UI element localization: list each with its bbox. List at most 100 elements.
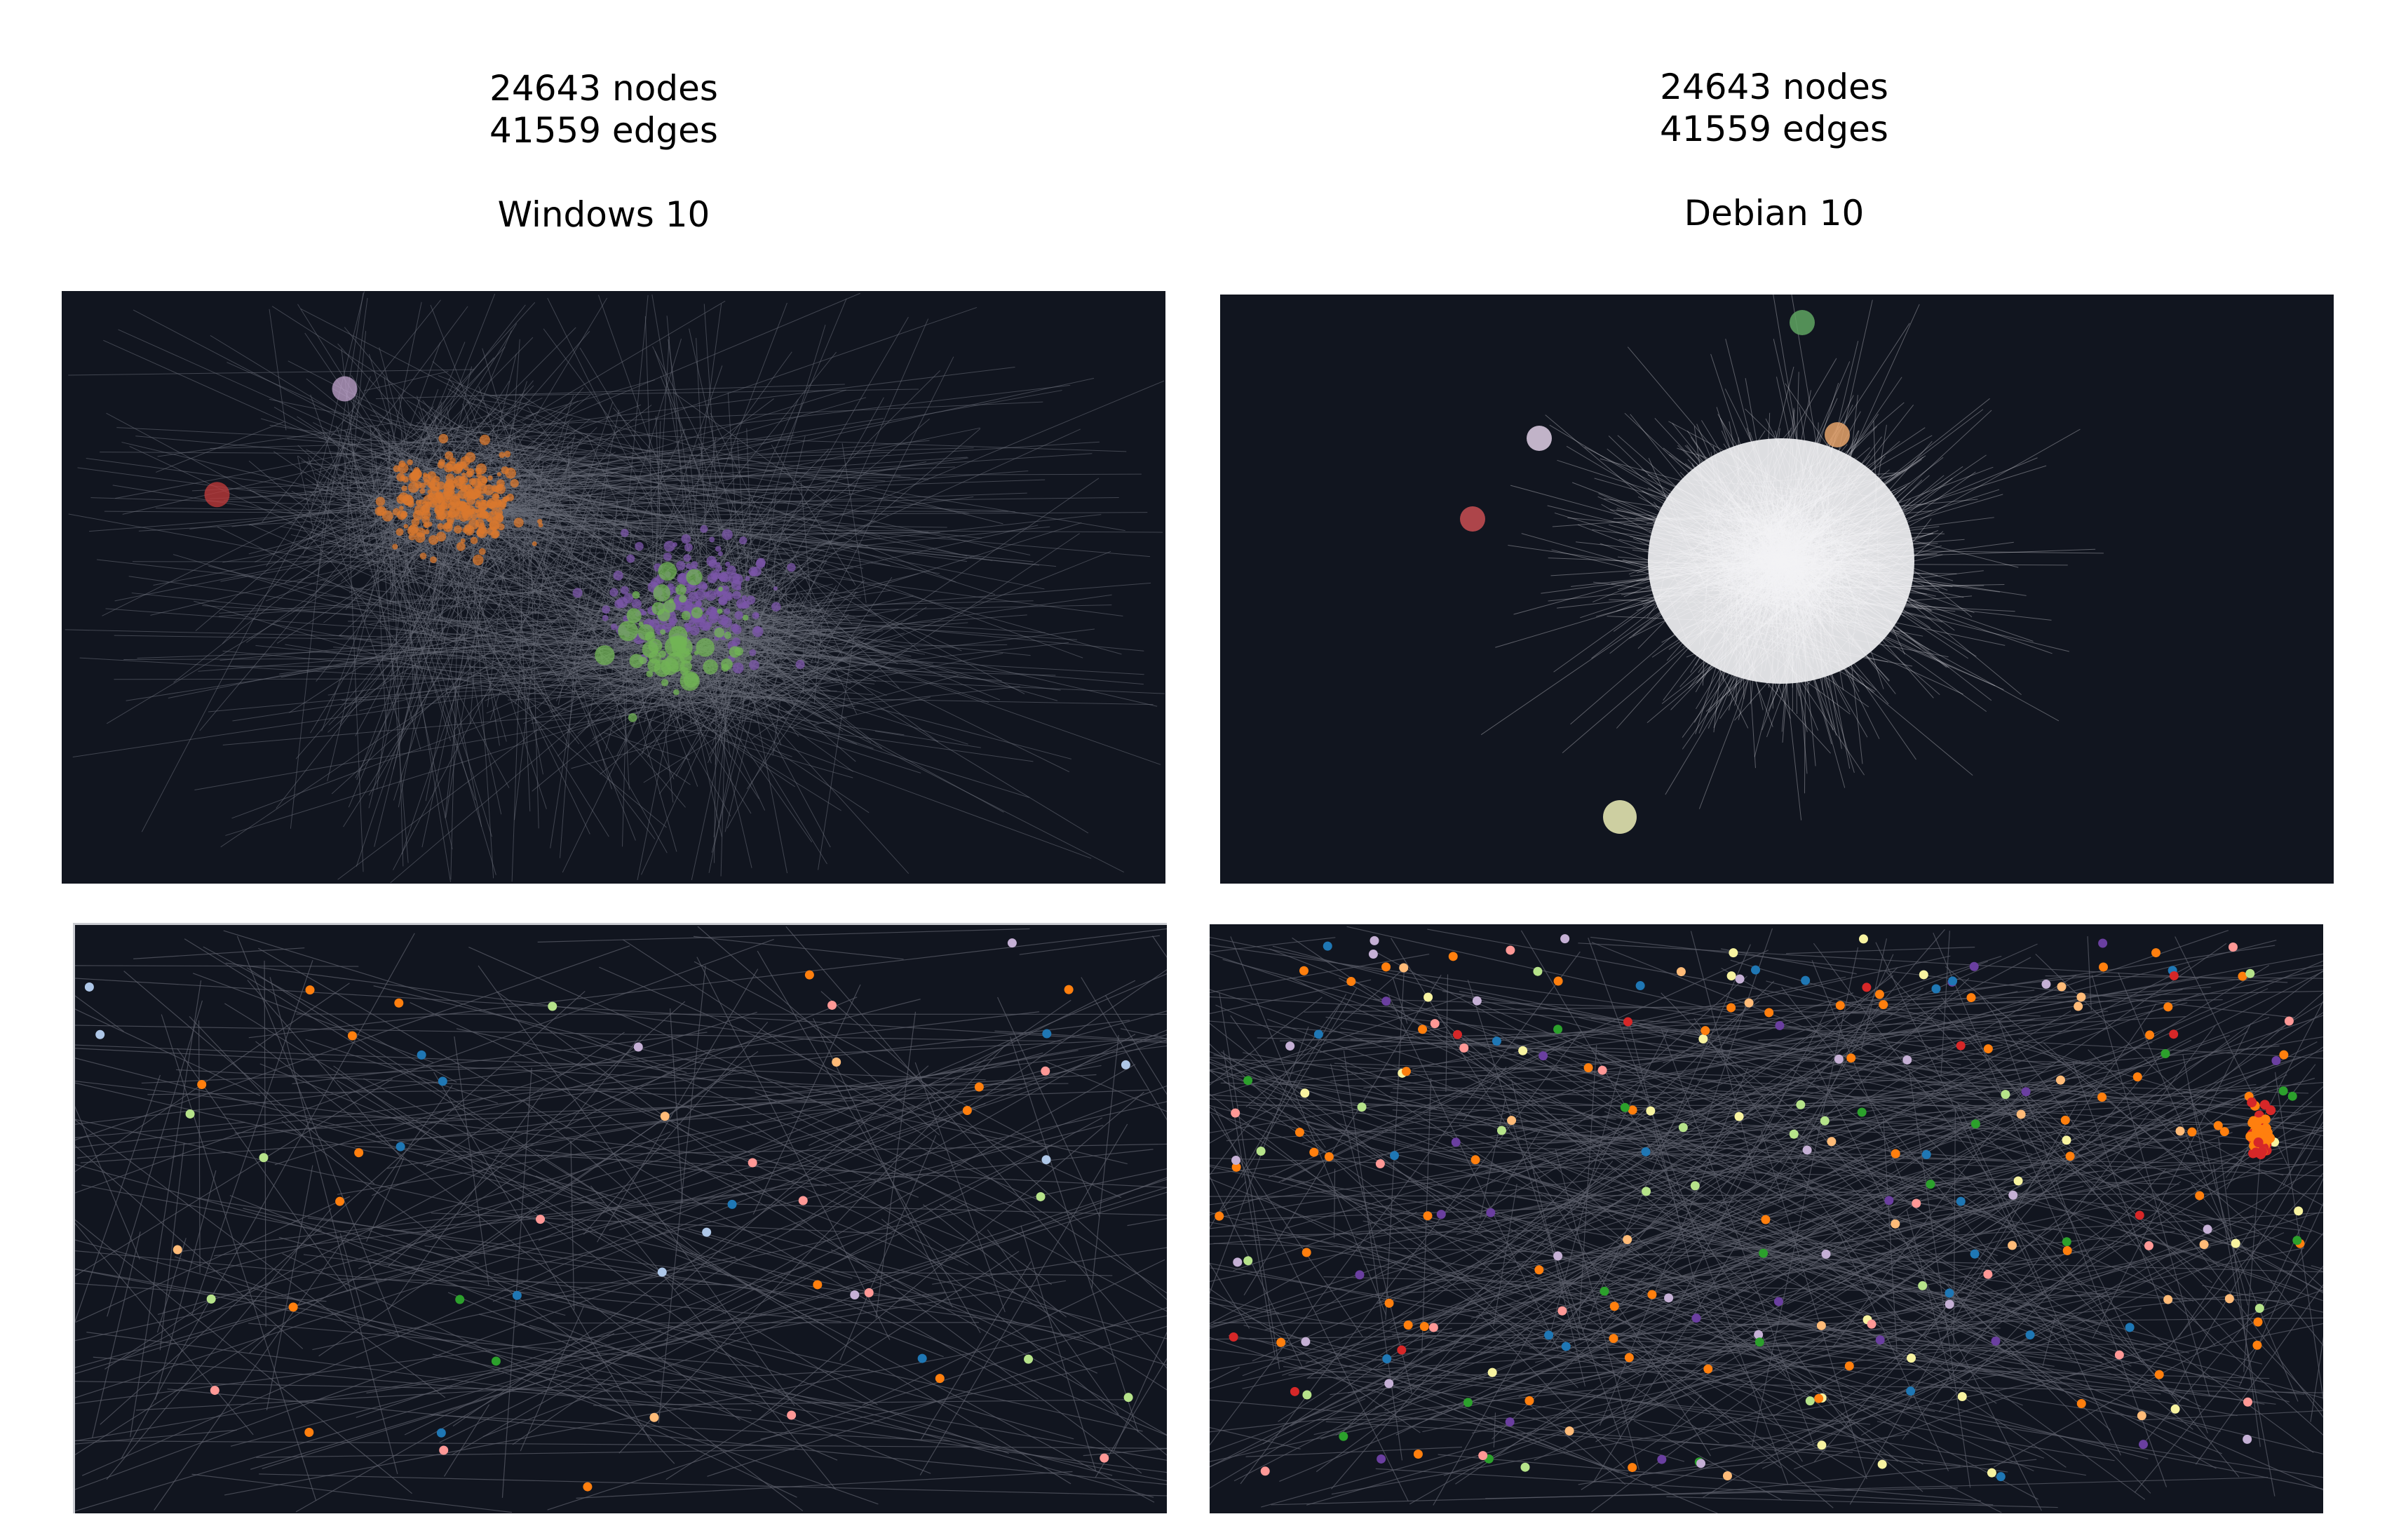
peach-node: [1564, 1426, 1574, 1436]
green-cluster-node: [717, 608, 723, 614]
peach-node: [832, 1057, 841, 1067]
orange-cluster-node: [427, 521, 433, 527]
light_green-node: [1918, 1281, 1928, 1290]
debian-overview-graph-canvas: [1460, 295, 2104, 834]
light_blue-node: [84, 982, 94, 992]
purple-cluster-node: [700, 525, 708, 533]
blue-node: [1641, 1147, 1651, 1156]
hot-cluster-node: [2250, 1147, 2261, 1158]
light_green-node: [1533, 966, 1543, 976]
blue-node: [417, 1050, 426, 1060]
lavender-node: [850, 1290, 860, 1299]
orange-node: [1700, 1026, 1710, 1036]
red-node: [1452, 1029, 1462, 1039]
orange-node: [1413, 1449, 1423, 1459]
pink-node: [1867, 1319, 1877, 1329]
orange-node: [1879, 1000, 1888, 1010]
purple-node: [1505, 1417, 1515, 1427]
pink-node: [827, 1000, 837, 1010]
green-cluster-node: [683, 672, 699, 688]
blue-node: [727, 1199, 737, 1209]
orange-cluster-node: [398, 460, 406, 468]
zoom-nodes: [1215, 934, 2305, 1482]
orange-node: [2187, 1127, 2197, 1137]
windows-graph-overview: [62, 291, 1165, 884]
red-node: [1956, 1041, 1966, 1051]
purple-cluster-node: [610, 623, 618, 630]
green-cluster-node: [618, 621, 638, 642]
pink-node: [2228, 942, 2238, 952]
orange-node: [1276, 1337, 1286, 1347]
orange-cluster-node: [447, 501, 457, 511]
orange-cluster-node: [403, 524, 408, 529]
orange-cluster-node: [475, 518, 485, 528]
orange-node: [1064, 985, 1074, 994]
green-cluster-node: [663, 600, 676, 613]
green-cluster-node: [648, 638, 663, 653]
purple-node: [1691, 1313, 1701, 1323]
windows-caption: 24643 nodes 41559 edges Windows 10: [288, 67, 919, 236]
purple-cluster-node: [683, 554, 691, 562]
red-node: [2169, 1029, 2179, 1039]
orange-cluster-node: [537, 518, 543, 525]
purple-cluster-node: [684, 623, 691, 630]
red-node: [1290, 1386, 1299, 1396]
orange-cluster-node: [489, 501, 499, 511]
pink-node: [210, 1386, 219, 1396]
peach-node: [2163, 1295, 2173, 1304]
orange-cluster-node: [454, 525, 462, 534]
purple-node: [1775, 1020, 1785, 1030]
orange-node: [1647, 1290, 1657, 1299]
hot-cluster-node: [2247, 1097, 2257, 1108]
orange-node: [1309, 1147, 1319, 1157]
yellow-node: [1957, 1392, 1967, 1402]
green-cluster-node: [658, 562, 677, 581]
purple-cluster-node: [702, 623, 711, 631]
lavender-node: [2041, 979, 2051, 989]
orange-node: [354, 1148, 364, 1158]
blue-node: [1382, 1354, 1392, 1364]
purple-cluster-node: [787, 562, 796, 572]
green-node: [491, 1356, 501, 1366]
orange-node: [2076, 1399, 2086, 1409]
peach-node: [2008, 1241, 2017, 1250]
orange-node: [1231, 1162, 1241, 1172]
green-cluster-node: [718, 586, 723, 592]
green-cluster-node: [678, 645, 687, 654]
lavender-node: [1231, 1156, 1241, 1166]
blue-node: [1313, 1029, 1323, 1039]
orange-cluster-node: [503, 450, 511, 458]
orange-cluster-node: [438, 433, 449, 444]
purple-cluster-node: [695, 600, 703, 608]
peach-node: [649, 1412, 659, 1422]
pink-node: [864, 1288, 874, 1297]
orange-cluster-node: [419, 552, 427, 560]
orange-node: [1844, 1361, 1854, 1371]
purple-cluster-node: [715, 546, 722, 552]
purple-node: [2271, 1056, 2281, 1066]
orange-cluster-node: [414, 532, 426, 543]
purple-cluster-node: [718, 596, 727, 605]
green-cluster-node: [654, 659, 671, 677]
blue-node: [1945, 1288, 1954, 1298]
orange-cluster-node: [455, 461, 465, 471]
orange-node: [2219, 1127, 2229, 1137]
purple-cluster-node: [689, 625, 700, 636]
orange-cluster-node: [447, 522, 452, 529]
pink-node: [1597, 1065, 1607, 1075]
blue-node: [1544, 1330, 1554, 1340]
purple-cluster-node: [697, 616, 704, 623]
orange-cluster-node: [392, 543, 398, 550]
pink-node: [1478, 1451, 1488, 1461]
purple-cluster-node: [749, 659, 759, 670]
orange-node: [2195, 1191, 2205, 1201]
purple-node: [2138, 1440, 2148, 1450]
light_green-node: [1678, 1123, 1688, 1133]
red-node: [1229, 1332, 1238, 1342]
peach-node: [2074, 1001, 2083, 1011]
orange-node: [2253, 1317, 2263, 1327]
orange-node: [347, 1031, 357, 1041]
orange-node: [1294, 1128, 1304, 1137]
lavender-node: [1007, 938, 1017, 948]
orange-node: [1874, 989, 1884, 999]
